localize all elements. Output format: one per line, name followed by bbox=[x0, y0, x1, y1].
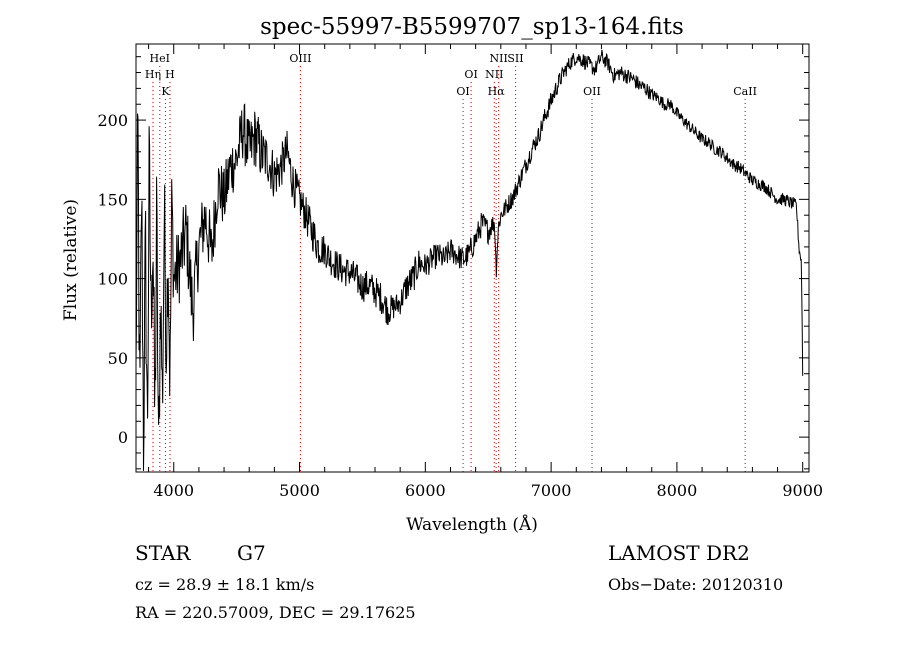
spectral-subclass: G7 bbox=[237, 541, 266, 565]
object-type: STAR bbox=[135, 541, 191, 565]
x-tick-label: 8000 bbox=[657, 481, 698, 500]
x-tick-label: 7000 bbox=[531, 481, 572, 500]
coordinates-readout: RA = 220.57009, DEC = 29.17625 bbox=[135, 603, 416, 622]
spectral-line-label: OII bbox=[583, 85, 601, 98]
plot-area bbox=[135, 49, 804, 471]
x-tick-label: 6000 bbox=[405, 481, 446, 500]
x-tick-label: 5000 bbox=[279, 481, 320, 500]
x-tick-label: 4000 bbox=[153, 481, 194, 500]
x-tick-label: 9000 bbox=[782, 481, 823, 500]
y-tick-label: 150 bbox=[97, 190, 128, 209]
spectral-line-label: OI bbox=[456, 85, 469, 98]
spectrum-line bbox=[135, 49, 804, 471]
chart-title: spec-55997-B5599707_sp13-164.fits bbox=[260, 14, 684, 40]
spectral-line-label: SII bbox=[507, 52, 523, 65]
survey-name: LAMOST DR2 bbox=[608, 541, 750, 565]
spectral-line-label: H bbox=[165, 68, 175, 81]
spectral-line-label: NII bbox=[485, 68, 503, 81]
spectral-line-label: OI bbox=[464, 68, 477, 81]
spectral-line-label: CaII bbox=[733, 85, 757, 98]
spectral-line-label: K bbox=[161, 85, 170, 98]
spectral-line-label: OIII bbox=[289, 52, 311, 65]
y-axis-label: Flux (relative) bbox=[61, 199, 81, 321]
spectral-line-label: Hη bbox=[145, 68, 161, 81]
y-tick-label: 200 bbox=[97, 111, 128, 130]
spectral-line-label: NII bbox=[490, 52, 508, 65]
plot-frame bbox=[135, 43, 810, 473]
y-tick-label: 50 bbox=[108, 349, 128, 368]
x-axis-label: Wavelength (Å) bbox=[406, 514, 538, 535]
redshift-readout: cz = 28.9 ± 18.1 km/s bbox=[135, 575, 315, 594]
axes: 4000 5000 6000 7000 8000 9000 0 50 100 150 200 bbox=[97, 43, 823, 500]
spectral-line-label: HeI bbox=[150, 52, 170, 65]
y-tick-label: 0 bbox=[118, 428, 128, 447]
spectral-line-label: Hα bbox=[488, 85, 506, 98]
observation-date: Obs−Date: 20120310 bbox=[608, 575, 784, 594]
y-tick-label: 100 bbox=[97, 270, 128, 289]
